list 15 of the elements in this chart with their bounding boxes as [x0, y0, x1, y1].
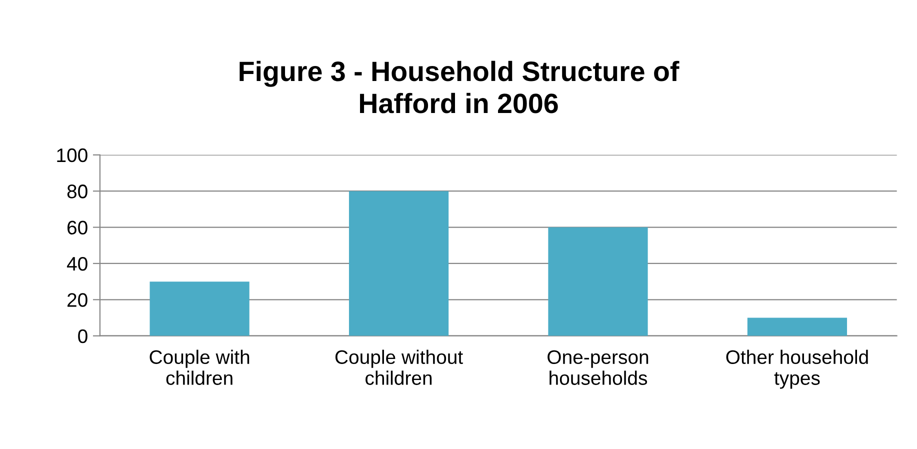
y-tick-label: 0: [78, 329, 88, 344]
x-tick-label: Couple with children: [150, 350, 250, 385]
y-tick-label: 60: [68, 220, 88, 235]
bar: [150, 282, 250, 336]
chart-title: Figure 3 - Household Structure of Hafford in 2006: [240, 60, 680, 114]
y-tick-label: 80: [67, 184, 88, 198]
bar: [348, 191, 449, 336]
y-tick-label: 20: [68, 293, 88, 307]
y-tick-label: 40: [66, 256, 88, 271]
y-tick-label: 100: [57, 148, 88, 162]
x-tick-label: One-person households: [548, 350, 648, 385]
bar: [747, 318, 848, 336]
bar: [548, 227, 648, 336]
x-tick-label: Other household types: [726, 350, 868, 389]
x-tick-label: Couple without children: [335, 350, 463, 385]
